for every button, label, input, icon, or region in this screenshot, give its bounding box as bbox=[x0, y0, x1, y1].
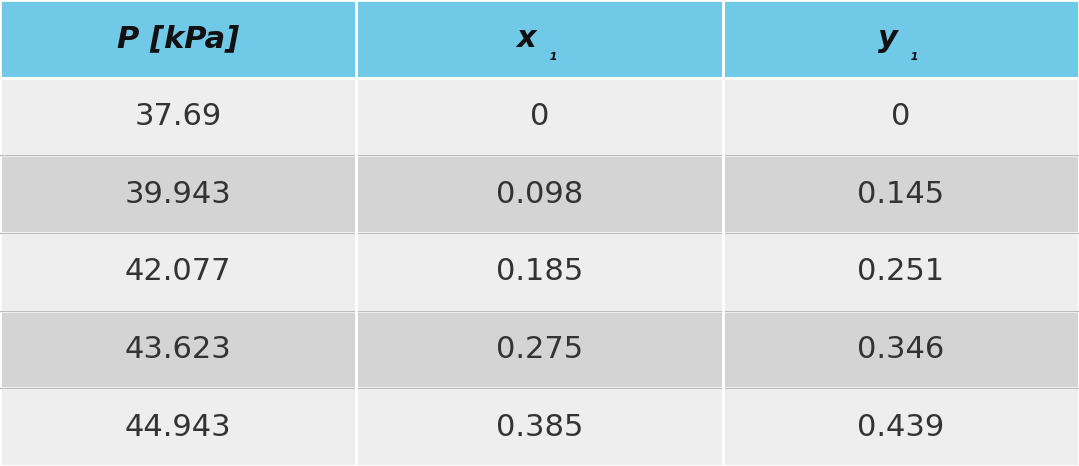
Text: 39.943: 39.943 bbox=[125, 180, 231, 209]
Text: 0.185: 0.185 bbox=[496, 257, 583, 286]
Bar bbox=[723, 233, 1079, 311]
Bar bbox=[0, 0, 356, 78]
Text: 0: 0 bbox=[891, 102, 911, 131]
Bar bbox=[723, 311, 1079, 388]
Bar bbox=[356, 233, 723, 311]
Text: 42.077: 42.077 bbox=[125, 257, 231, 286]
Text: x: x bbox=[517, 24, 536, 53]
Bar bbox=[0, 311, 356, 388]
Text: 44.943: 44.943 bbox=[125, 413, 231, 442]
Text: 0.439: 0.439 bbox=[858, 413, 944, 442]
Text: 0.385: 0.385 bbox=[496, 413, 583, 442]
Bar bbox=[723, 0, 1079, 78]
Bar bbox=[0, 388, 356, 466]
Bar bbox=[723, 155, 1079, 233]
Text: y: y bbox=[878, 24, 898, 53]
Bar bbox=[723, 78, 1079, 155]
Bar bbox=[723, 388, 1079, 466]
Bar bbox=[0, 78, 356, 155]
Text: 0.346: 0.346 bbox=[858, 335, 944, 364]
Text: P [kPa]: P [kPa] bbox=[117, 24, 240, 53]
Bar bbox=[356, 78, 723, 155]
Bar bbox=[0, 155, 356, 233]
Text: ₁: ₁ bbox=[910, 46, 918, 64]
Text: 0: 0 bbox=[530, 102, 549, 131]
Text: 43.623: 43.623 bbox=[125, 335, 231, 364]
Bar bbox=[356, 155, 723, 233]
Text: 0.275: 0.275 bbox=[496, 335, 583, 364]
Text: ₁: ₁ bbox=[548, 46, 557, 64]
Text: 0.145: 0.145 bbox=[858, 180, 944, 209]
Bar bbox=[356, 0, 723, 78]
Bar bbox=[356, 388, 723, 466]
Text: 0.251: 0.251 bbox=[858, 257, 944, 286]
Text: 0.098: 0.098 bbox=[496, 180, 583, 209]
Bar bbox=[356, 311, 723, 388]
Text: 37.69: 37.69 bbox=[135, 102, 221, 131]
Bar bbox=[0, 233, 356, 311]
